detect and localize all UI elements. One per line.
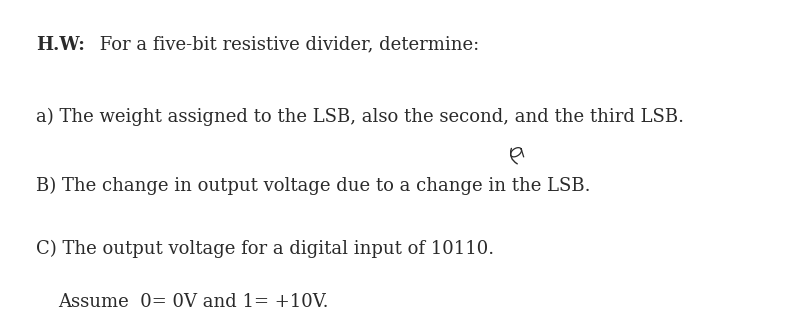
Text: C) The output voltage for a digital input of 10110.: C) The output voltage for a digital inpu… (36, 240, 494, 258)
Text: For a five-bit resistive divider, determine:: For a five-bit resistive divider, determ… (94, 36, 479, 54)
Text: H.W:: H.W: (36, 36, 85, 54)
Text: B) The change in output voltage due to a change in the LSB.: B) The change in output voltage due to a… (36, 177, 590, 195)
Text: Assume  0= 0V and 1= +10V.: Assume 0= 0V and 1= +10V. (58, 293, 329, 311)
Text: ♂: ♂ (508, 144, 524, 161)
Text: a) The weight assigned to the LSB, also the second, and the third LSB.: a) The weight assigned to the LSB, also … (36, 108, 684, 126)
